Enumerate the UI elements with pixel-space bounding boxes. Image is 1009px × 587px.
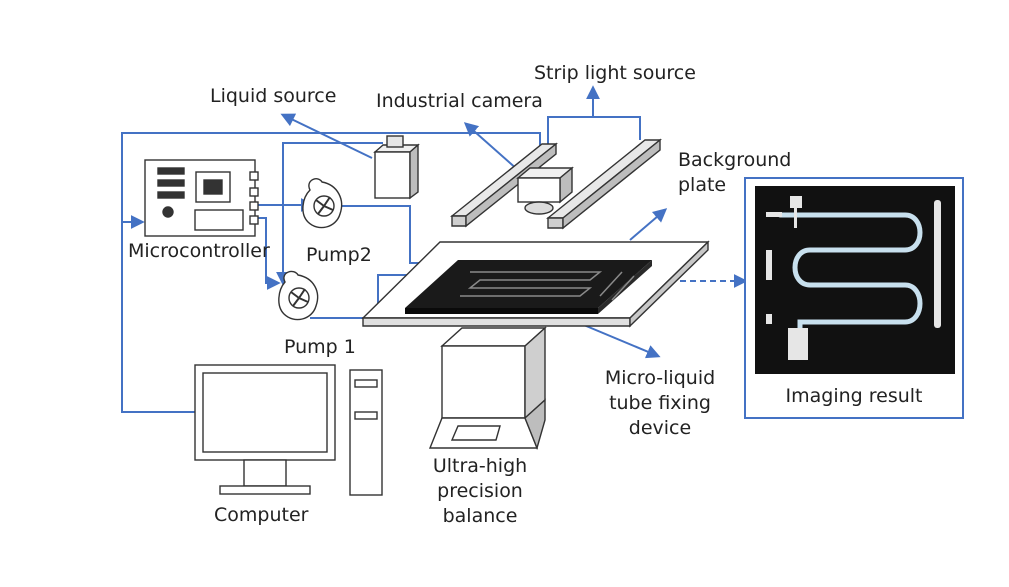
label-background-plate: Background plate (678, 149, 792, 196)
strip-light-bracket (547, 116, 641, 155)
imaging-result-panel (744, 177, 964, 419)
label-liquid-source: Liquid source (210, 85, 337, 107)
label-industrial-camera: Industrial camera (376, 90, 543, 112)
background-plate-leader (629, 208, 668, 241)
pump-icon (302, 178, 343, 229)
liquid-source-leader (280, 113, 373, 159)
microcontroller-to-pump1-link (256, 217, 281, 290)
computer-tower-icon (349, 369, 383, 496)
label-imaging-result: Imaging result (785, 385, 923, 407)
liquid-source-to-pump1-tube (276, 142, 383, 286)
microcontroller-board-icon (144, 159, 259, 237)
label-microcontroller: Microcontroller (128, 240, 270, 262)
label-micro-liquid-device: Micro-liquid tube fixing device (604, 367, 716, 439)
micro-liquid-tube-fixing-device (405, 260, 652, 314)
label-pump1: Pump 1 (284, 336, 356, 358)
balance-icon (428, 326, 547, 451)
label-balance: Ultra-high precision balance (432, 455, 528, 527)
label-strip-light-source: Strip light source (534, 62, 696, 84)
camera-icon (516, 166, 574, 215)
computer-monitor-icon (194, 364, 336, 495)
pump-icon (278, 270, 319, 321)
strip-light-source (450, 138, 662, 230)
label-computer: Computer (214, 504, 309, 526)
liquid-source-bottle-icon (373, 135, 420, 200)
label-pump2: Pump2 (306, 244, 372, 266)
